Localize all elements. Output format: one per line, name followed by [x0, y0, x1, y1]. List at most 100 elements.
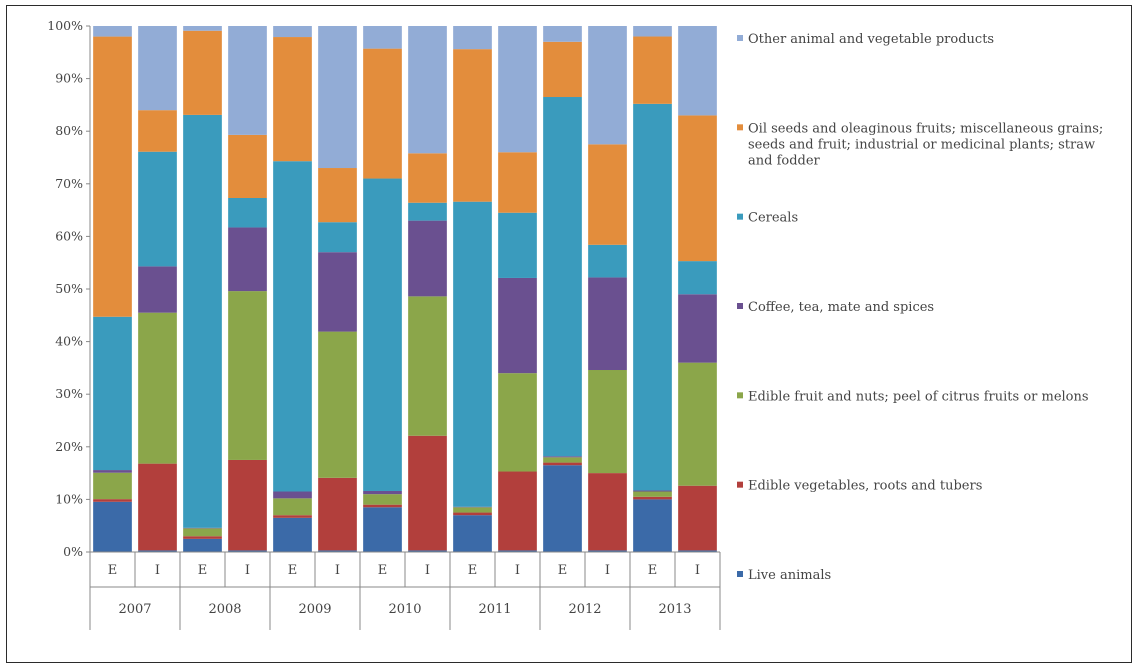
bar-segment-other-animal-and-vegetable-products: [318, 26, 357, 169]
bar-segment-live-animals: [498, 550, 537, 552]
legend-label-other-animal-and-vegetable-products: Other animal and vegetable products: [748, 32, 994, 47]
y-tick-label: 70%: [55, 176, 83, 191]
x-category-label: E: [468, 563, 478, 578]
x-category-label: E: [558, 563, 568, 578]
x-category-label: I: [335, 563, 340, 578]
bar-segment-cereals: [453, 201, 492, 507]
y-tick-label: 90%: [55, 71, 83, 86]
bar-segment-edible-fruit-and-nuts-peel-of-citrus-fru: [633, 491, 672, 497]
bar-segment-live-animals: [363, 507, 402, 552]
y-tick-label: 40%: [55, 334, 83, 349]
x-group-label: 2012: [568, 602, 601, 617]
x-group-label: 2013: [658, 602, 691, 617]
bar-segment-cereals: [363, 178, 402, 491]
bar-segment-edible-vegetables-roots-and-tubers: [228, 459, 267, 551]
bar-segment-cereals: [498, 212, 537, 278]
bar-segment-live-animals: [138, 550, 177, 552]
bar-segment-live-animals: [633, 499, 672, 552]
bar-segment-other-animal-and-vegetable-products: [408, 26, 447, 154]
bar-segment-coffee-tea-mate-and-spices: [453, 506, 492, 508]
legend-label-edible-vegetables-roots-and-tubers: Edible vegetables, roots and tubers: [748, 479, 982, 494]
bar-segment-other-animal-and-vegetable-products: [588, 26, 627, 145]
x-category-label: E: [648, 563, 658, 578]
y-tick-label: 100%: [47, 18, 83, 33]
bar-segment-cereals: [633, 103, 672, 491]
x-category-label: I: [515, 563, 520, 578]
bar-segment-live-animals: [678, 550, 717, 552]
y-tick-label: 10%: [55, 491, 83, 506]
y-tick-label: 50%: [55, 281, 83, 296]
bar-segment-edible-fruit-and-nuts-peel-of-citrus-fru: [678, 362, 717, 486]
bar-segment-edible-vegetables-roots-and-tubers: [408, 435, 447, 551]
legend-swatch-coffee-tea-mate-and-spices: [737, 303, 743, 309]
bar-segment-oil-seeds-and-oleaginous-fruits-miscella: [588, 144, 627, 245]
bar-segment-edible-vegetables-roots-and-tubers: [498, 471, 537, 551]
x-category-label: E: [378, 563, 388, 578]
x-category-label: E: [288, 563, 298, 578]
x-category-label: I: [155, 563, 160, 578]
bar-segment-edible-fruit-and-nuts-peel-of-citrus-fru: [228, 291, 267, 460]
bar-segment-edible-vegetables-roots-and-tubers: [93, 499, 132, 502]
bar-segment-edible-fruit-and-nuts-peel-of-citrus-fru: [408, 296, 447, 436]
bar-segment-live-animals: [318, 550, 357, 552]
x-group-label: 2011: [478, 602, 511, 617]
bar-segment-edible-vegetables-roots-and-tubers: [633, 496, 672, 500]
bar-segment-oil-seeds-and-oleaginous-fruits-miscella: [408, 153, 447, 203]
x-category-label: E: [108, 563, 118, 578]
bar-segment-edible-vegetables-roots-and-tubers: [318, 477, 357, 551]
bar-segment-oil-seeds-and-oleaginous-fruits-miscella: [363, 48, 402, 179]
x-category-label: I: [425, 563, 430, 578]
bar-segment-oil-seeds-and-oleaginous-fruits-miscella: [228, 134, 267, 199]
bar-segment-other-animal-and-vegetable-products: [138, 26, 177, 111]
bar-segment-coffee-tea-mate-and-spices: [318, 252, 357, 332]
bar-segment-live-animals: [93, 501, 132, 552]
bar-segment-live-animals: [453, 515, 492, 552]
bar-segment-oil-seeds-and-oleaginous-fruits-miscella: [633, 36, 672, 104]
x-group-label: 2009: [298, 602, 331, 617]
bar-segment-edible-fruit-and-nuts-peel-of-citrus-fru: [183, 528, 222, 537]
bar-segment-live-animals: [588, 550, 627, 552]
bar-segment-coffee-tea-mate-and-spices: [543, 456, 582, 458]
bar-segment-cereals: [678, 261, 717, 295]
legend-swatch-live-animals: [737, 571, 743, 577]
chart-frame: 0% 10% 20% 30% 40% 50% 60% 70% 80% 90% 100% E I E I E I E…: [6, 5, 1132, 663]
bar-segment-edible-vegetables-roots-and-tubers: [273, 515, 312, 518]
bar-segment-cereals: [318, 222, 357, 253]
legend-label-oil-seeds-and-oleaginous-fruits-miscella: Oil seeds and oleaginous fruits; miscell…: [748, 121, 1103, 168]
bar-segment-edible-fruit-and-nuts-peel-of-citrus-fru: [273, 498, 312, 516]
bar-segment-oil-seeds-and-oleaginous-fruits-miscella: [678, 115, 717, 262]
y-tick-label: 20%: [55, 439, 83, 454]
legend-swatch-edible-vegetables-roots-and-tubers: [737, 481, 743, 488]
bar-segment-coffee-tea-mate-and-spices: [498, 277, 537, 374]
legend-label-edible-fruit-and-nuts-peel-of-citrus-fru: Edible fruit and nuts; peel of citrus fr…: [748, 389, 1089, 404]
bar-segment-edible-fruit-and-nuts-peel-of-citrus-fru: [93, 472, 132, 500]
bar-segment-oil-seeds-and-oleaginous-fruits-miscella: [93, 36, 132, 317]
bar-segment-live-animals: [543, 465, 582, 552]
bar-segment-edible-vegetables-roots-and-tubers: [363, 504, 402, 508]
bar-segment-edible-vegetables-roots-and-tubers: [588, 473, 627, 551]
bar-segment-cereals: [273, 161, 312, 492]
bar-segment-edible-vegetables-roots-and-tubers: [138, 463, 177, 551]
bar-segment-other-animal-and-vegetable-products: [453, 26, 492, 50]
bar-segment-coffee-tea-mate-and-spices: [183, 527, 222, 529]
bar-segment-live-animals: [228, 550, 267, 552]
bar-segment-other-animal-and-vegetable-products: [273, 26, 312, 38]
legend-swatch-cereals: [737, 213, 743, 220]
x-category-label: I: [695, 563, 700, 578]
y-tick-label: 60%: [55, 228, 83, 243]
bar-segment-other-animal-and-vegetable-products: [183, 26, 222, 31]
bar-segment-other-animal-and-vegetable-products: [363, 26, 402, 49]
bar-segment-coffee-tea-mate-and-spices: [273, 491, 312, 499]
bar-segment-edible-fruit-and-nuts-peel-of-citrus-fru: [318, 331, 357, 478]
legend-label-live-animals: Live animals: [748, 568, 831, 583]
bar-segment-coffee-tea-mate-and-spices: [678, 294, 717, 363]
bar-segment-other-animal-and-vegetable-products: [543, 26, 582, 42]
bar-segment-oil-seeds-and-oleaginous-fruits-miscella: [138, 110, 177, 152]
bar-segment-coffee-tea-mate-and-spices: [138, 266, 177, 313]
bar-segment-coffee-tea-mate-and-spices: [93, 470, 132, 473]
bar-segment-live-animals: [183, 538, 222, 552]
x-group-label: 2008: [208, 602, 241, 617]
bar-segment-oil-seeds-and-oleaginous-fruits-miscella: [273, 37, 312, 162]
legend-swatch-edible-fruit-and-nuts-peel-of-citrus-fru: [737, 392, 743, 399]
bar-segment-other-animal-and-vegetable-products: [678, 26, 717, 116]
